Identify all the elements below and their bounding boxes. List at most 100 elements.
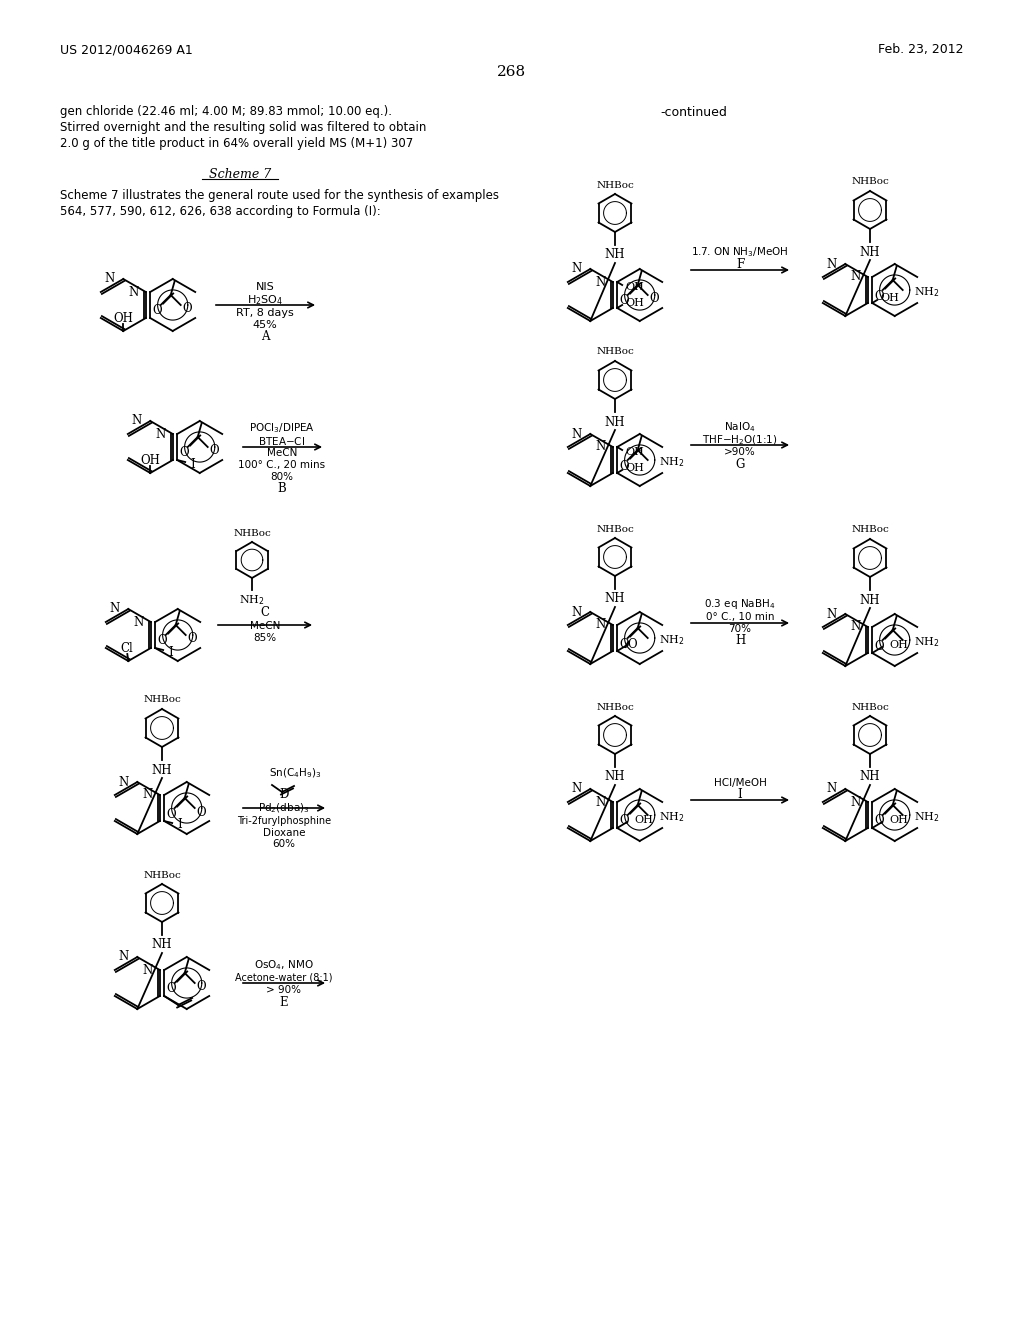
Text: N: N: [571, 428, 582, 441]
Text: O: O: [187, 632, 197, 645]
Text: Scheme 7: Scheme 7: [209, 169, 271, 181]
Text: 0° C., 10 min: 0° C., 10 min: [706, 612, 774, 622]
Text: O: O: [627, 639, 637, 652]
Text: NHBoc: NHBoc: [596, 524, 634, 533]
Text: 60%: 60%: [272, 840, 296, 849]
Text: F: F: [736, 257, 744, 271]
Text: O: O: [618, 638, 629, 651]
Text: B: B: [278, 483, 287, 495]
Text: N: N: [596, 276, 606, 289]
Text: MeCN: MeCN: [250, 620, 281, 631]
Text: NH: NH: [605, 416, 626, 429]
Text: O: O: [649, 293, 658, 305]
Text: O: O: [873, 814, 884, 828]
Text: NH: NH: [860, 246, 881, 259]
Text: NH$_2$: NH$_2$: [913, 635, 939, 649]
Text: >90%: >90%: [724, 447, 756, 457]
Text: OH: OH: [889, 640, 908, 649]
Text: NHBoc: NHBoc: [851, 525, 889, 535]
Text: OH: OH: [114, 312, 133, 325]
Text: OH: OH: [140, 454, 160, 466]
Text: NH: NH: [152, 939, 172, 952]
Text: A: A: [261, 330, 269, 343]
Text: N: N: [596, 441, 606, 454]
Text: 268: 268: [498, 65, 526, 79]
Text: D: D: [280, 788, 289, 800]
Text: N: N: [104, 272, 115, 285]
Text: I: I: [177, 818, 182, 832]
Text: N: N: [571, 606, 582, 619]
Text: NH: NH: [605, 593, 626, 606]
Text: NHBoc: NHBoc: [233, 528, 271, 537]
Text: N: N: [851, 271, 861, 284]
Text: NH: NH: [860, 771, 881, 784]
Text: O: O: [179, 446, 188, 459]
Text: OH: OH: [626, 298, 644, 308]
Text: N: N: [142, 964, 153, 977]
Text: HCl/MeOH: HCl/MeOH: [714, 777, 766, 788]
Text: NIS: NIS: [256, 282, 274, 292]
Text: THF$-$H$_2$O(1:1): THF$-$H$_2$O(1:1): [702, 433, 778, 446]
Text: N: N: [156, 428, 166, 441]
Text: O: O: [166, 982, 175, 995]
Text: OsO$_4$, NMO: OsO$_4$, NMO: [254, 958, 313, 972]
Text: O: O: [618, 459, 629, 473]
Text: US 2012/0046269 A1: US 2012/0046269 A1: [60, 44, 193, 57]
Text: BTEA$-$Cl: BTEA$-$Cl: [258, 436, 305, 447]
Text: N: N: [851, 796, 861, 808]
Text: 0.3 eq NaBH$_4$: 0.3 eq NaBH$_4$: [705, 597, 776, 611]
Text: O: O: [196, 805, 206, 818]
Text: OH: OH: [626, 282, 644, 292]
Text: NH$_2$: NH$_2$: [913, 285, 939, 298]
Text: I: I: [190, 458, 195, 470]
Text: OH: OH: [634, 814, 653, 825]
Text: N: N: [109, 602, 120, 615]
Text: MeCN: MeCN: [267, 447, 297, 458]
Text: NHBoc: NHBoc: [596, 181, 634, 190]
Text: NH$_2$: NH$_2$: [240, 593, 265, 607]
Text: N: N: [133, 615, 143, 628]
Text: NH: NH: [152, 763, 172, 776]
Text: 564, 577, 590, 612, 626, 638 according to Formula (I):: 564, 577, 590, 612, 626, 638 according t…: [60, 205, 381, 218]
Text: NH: NH: [605, 771, 626, 784]
Text: NHBoc: NHBoc: [851, 702, 889, 711]
Text: N: N: [142, 788, 153, 801]
Text: N: N: [571, 263, 582, 276]
Text: 85%: 85%: [253, 634, 276, 643]
Text: N: N: [826, 783, 837, 796]
Text: N: N: [118, 776, 128, 788]
Text: C: C: [260, 606, 269, 619]
Text: O: O: [873, 289, 884, 302]
Text: NH$_2$: NH$_2$: [658, 810, 684, 824]
Text: N: N: [118, 950, 128, 964]
Text: NH$_2$: NH$_2$: [913, 810, 939, 824]
Text: Feb. 23, 2012: Feb. 23, 2012: [879, 44, 964, 57]
Text: Tri-2furylphosphine: Tri-2furylphosphine: [237, 816, 331, 826]
Text: NHBoc: NHBoc: [851, 177, 889, 186]
Text: NH: NH: [860, 594, 881, 606]
Text: O: O: [152, 305, 162, 318]
Text: N: N: [129, 285, 139, 298]
Text: N: N: [851, 620, 861, 634]
Text: E: E: [280, 995, 289, 1008]
Text: NH$_2$: NH$_2$: [658, 455, 684, 469]
Text: Dioxane: Dioxane: [263, 828, 305, 838]
Text: gen chloride (22.46 ml; 4.00 M; 89.83 mmol; 10.00 eq.).: gen chloride (22.46 ml; 4.00 M; 89.83 mm…: [60, 106, 392, 119]
Text: N: N: [571, 783, 582, 796]
Text: OH: OH: [881, 293, 899, 304]
Text: O: O: [166, 808, 175, 821]
Text: Sn(C$_4$H$_9$)$_3$: Sn(C$_4$H$_9$)$_3$: [268, 766, 322, 780]
Text: OH: OH: [626, 447, 644, 457]
Text: N: N: [596, 796, 606, 808]
Text: NHBoc: NHBoc: [596, 702, 634, 711]
Text: 70%: 70%: [728, 624, 752, 634]
Text: N: N: [826, 257, 837, 271]
Text: 45%: 45%: [253, 319, 278, 330]
Text: O: O: [209, 445, 218, 458]
Text: I: I: [737, 788, 742, 801]
Text: POCl$_3$/DIPEA: POCl$_3$/DIPEA: [249, 421, 315, 434]
Text: Cl: Cl: [120, 642, 133, 655]
Text: O: O: [157, 635, 167, 648]
Text: I: I: [168, 645, 173, 659]
Text: G: G: [735, 458, 744, 470]
